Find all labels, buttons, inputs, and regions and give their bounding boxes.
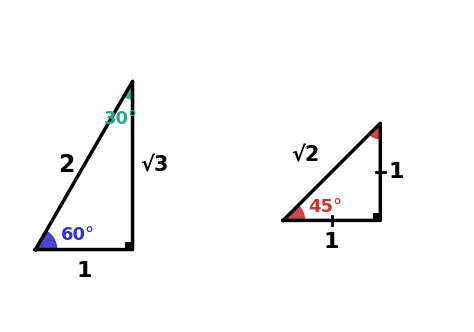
Text: √2: √2 bbox=[292, 146, 320, 166]
Text: 60°: 60° bbox=[61, 226, 95, 244]
Text: 30°: 30° bbox=[103, 111, 137, 128]
Wedge shape bbox=[124, 81, 133, 99]
Text: 1: 1 bbox=[76, 261, 92, 281]
Text: 1: 1 bbox=[324, 232, 339, 252]
Text: 45°: 45° bbox=[309, 198, 343, 215]
Wedge shape bbox=[369, 123, 380, 139]
Text: √3: √3 bbox=[140, 155, 169, 175]
Text: 1: 1 bbox=[388, 162, 403, 182]
Wedge shape bbox=[36, 231, 57, 250]
Polygon shape bbox=[373, 213, 380, 220]
Wedge shape bbox=[283, 205, 304, 220]
Text: 2: 2 bbox=[58, 153, 74, 177]
Polygon shape bbox=[125, 242, 133, 250]
